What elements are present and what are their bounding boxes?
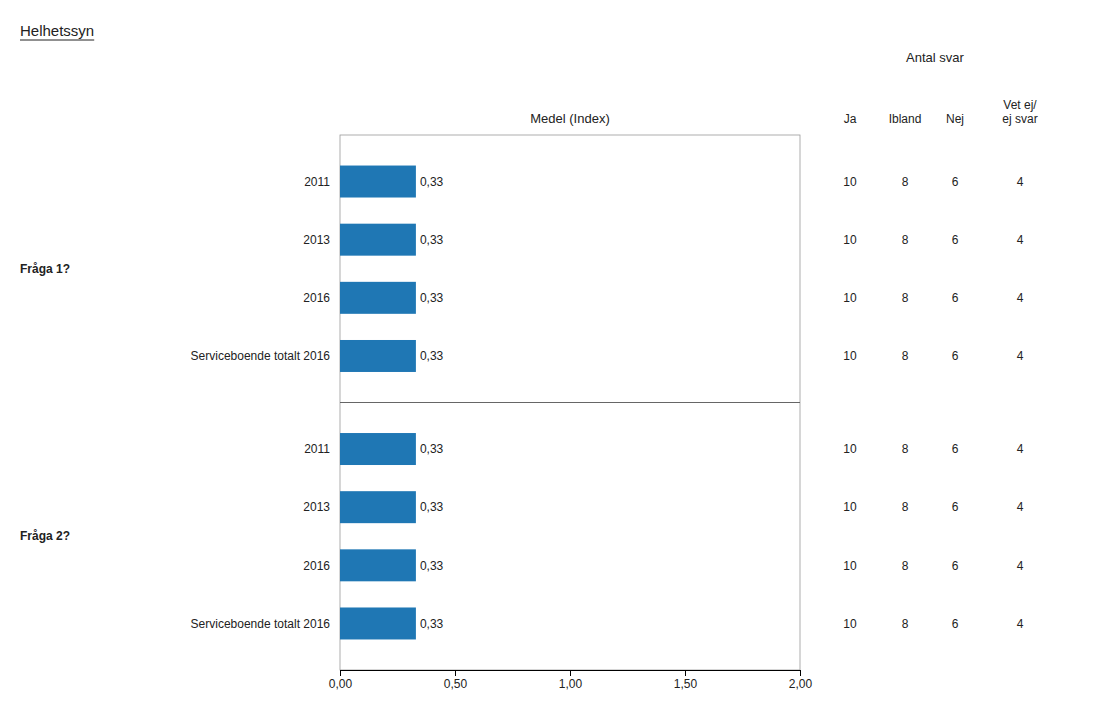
- x-tick: 1,50: [674, 670, 698, 691]
- data-label: 0,33: [420, 617, 444, 631]
- table-cell: 4: [1017, 442, 1024, 456]
- x-tick: 2,00: [789, 670, 813, 691]
- x-tick-label: 0,50: [444, 677, 468, 691]
- data-label: 0,33: [420, 233, 444, 247]
- x-tick-label: 0,00: [329, 677, 353, 691]
- category-label: 2011: [304, 175, 330, 189]
- table-cell: 8: [902, 500, 909, 514]
- data-label: 0,33: [420, 291, 444, 305]
- table-cell: 8: [902, 349, 909, 363]
- table-cell: 6: [952, 442, 959, 456]
- table-cell: 6: [952, 617, 959, 631]
- x-tick-label: 2,00: [789, 677, 813, 691]
- table-cell: 8: [902, 291, 909, 305]
- table-cell: 8: [902, 559, 909, 573]
- table-cell: 6: [952, 233, 959, 247]
- table-cell: 10: [843, 349, 857, 363]
- title-underline: [20, 40, 94, 41]
- chart: 0,33 0,33 0,33 0,33 0,33 0,33 0,33 0,33 0,00 0,50…: [0, 0, 1093, 714]
- table-cell: 8: [902, 233, 909, 247]
- column-header: Nej: [946, 112, 964, 126]
- table-cell: 8: [902, 175, 909, 189]
- table-cell: 10: [843, 442, 857, 456]
- table-cell: 6: [952, 349, 959, 363]
- table-cell: 4: [1017, 617, 1024, 631]
- table-cell: 6: [952, 500, 959, 514]
- section-labels: Fråga 1? Fråga 2?: [20, 262, 70, 544]
- table-cell: 10: [843, 617, 857, 631]
- x-tick: 0,00: [329, 670, 353, 691]
- x-axis: 0,00 0,50 1,00 1,50 2,00: [329, 670, 813, 691]
- column-headers: Ja Ibland Nej Vet ej/ej svar: [844, 98, 1038, 126]
- section-separator: [340, 402, 800, 403]
- x-axis-line: [341, 671, 801, 677]
- table-cell: 10: [843, 559, 857, 573]
- table-cell: 10: [843, 233, 857, 247]
- data-label: 0,33: [420, 175, 444, 189]
- section-label: Fråga 1?: [20, 262, 70, 276]
- title: Helhetssyn: [20, 22, 94, 39]
- table-cell: 10: [843, 500, 857, 514]
- x-tick-mark: [340, 670, 341, 676]
- x-tick-mark: [455, 670, 456, 676]
- category-label: 2016: [303, 291, 330, 305]
- bar: [340, 549, 416, 581]
- bar: [340, 166, 416, 198]
- column-header: Ja: [844, 112, 857, 126]
- section-label: Fråga 2?: [20, 529, 70, 543]
- column-header: Vet ej/ej svar: [1002, 98, 1037, 126]
- table-cell: 4: [1017, 175, 1024, 189]
- category-labels: 2011 2013 2016 Serviceboende totalt 2016 201…: [191, 175, 331, 631]
- x-tick-label: 1,00: [559, 677, 583, 691]
- separators: [340, 402, 800, 403]
- x-tick-label: 1,50: [674, 677, 698, 691]
- data-label: 0,33: [420, 500, 444, 514]
- x-axis-title: Medel (Index): [530, 111, 609, 126]
- category-label: 2013: [303, 233, 330, 247]
- category-label: 2013: [303, 500, 330, 514]
- x-tick-mark: [800, 670, 801, 676]
- table-cell: 10: [843, 291, 857, 305]
- table-cell: 4: [1017, 233, 1024, 247]
- data-label: 0,33: [420, 559, 444, 573]
- x-tick: 0,50: [444, 670, 468, 691]
- bar: [340, 224, 416, 256]
- category-label: Serviceboende totalt 2016: [191, 349, 331, 363]
- table-cell: 8: [902, 442, 909, 456]
- category-label: Serviceboende totalt 2016: [191, 617, 331, 631]
- x-tick: 1,00: [559, 670, 583, 691]
- bar: [340, 607, 416, 639]
- table-cell: 8: [902, 617, 909, 631]
- table-cell: 4: [1017, 559, 1024, 573]
- bar: [340, 282, 416, 314]
- bar: [340, 433, 416, 465]
- table-cells: 10 8 6 4 10 8 6 4 10 8 6 4 10 8 6 4 10 8 6 4 10 8 6 4 10 8 6 4 10 8 6 4: [843, 175, 1023, 631]
- table-cell: 6: [952, 175, 959, 189]
- column-header: Ibland: [889, 112, 922, 126]
- data-label: 0,33: [420, 442, 444, 456]
- bar: [340, 340, 416, 372]
- table-cell: 6: [952, 559, 959, 573]
- x-tick-mark: [685, 670, 686, 676]
- category-label: 2011: [304, 442, 330, 456]
- bar: [340, 491, 416, 523]
- table-title: Antal svar: [906, 50, 964, 65]
- table-cell: 4: [1017, 500, 1024, 514]
- table-cell: 4: [1017, 291, 1024, 305]
- category-label: 2016: [303, 559, 330, 573]
- data-label: 0,33: [420, 349, 444, 363]
- table-cell: 10: [843, 175, 857, 189]
- x-tick-mark: [570, 670, 571, 676]
- table-cell: 4: [1017, 349, 1024, 363]
- table-cell: 6: [952, 291, 959, 305]
- plot-frame: [340, 135, 800, 670]
